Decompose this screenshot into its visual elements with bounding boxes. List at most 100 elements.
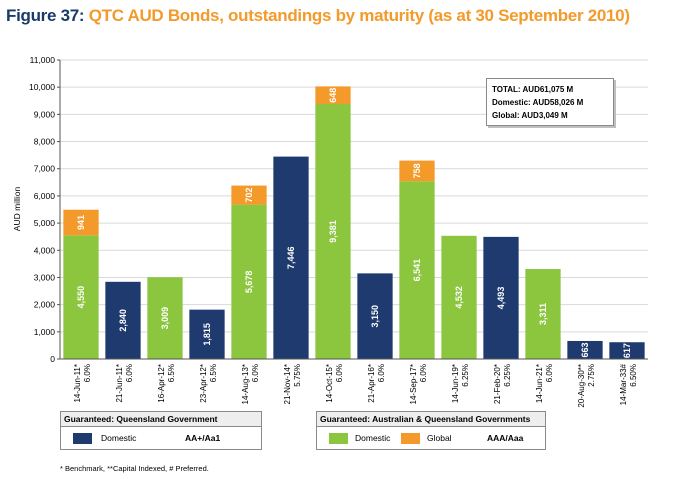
bar-domestic-label: 617 [622,343,632,358]
x-tick-label-date: 21-Jun-11* [115,364,124,403]
x-tick-label-coupon: 6.0% [251,364,260,382]
figure-title: Figure 37: QTC AUD Bonds, outstandings b… [6,6,630,26]
bar-domestic [441,235,477,359]
bar-domestic-label: 3,009 [160,307,170,330]
totals-domestic: Domestic: AUD58,026 M [492,98,584,107]
bar-domestic-label: 3,311 [538,303,548,325]
y-tick-label: 5,000 [34,218,56,228]
x-tick-label-date: 14-Aug-13* [241,364,250,404]
bar-global-label: 941 [76,215,86,230]
footnote: * Benchmark, **Capital Indexed, # Prefer… [60,464,209,473]
x-tick-label-date: 14-Jun-19* [451,364,460,403]
x-tick-label-coupon: 6.0% [545,364,554,382]
legend-rating-aus: AAA/Aaa [487,433,524,443]
bar-domestic-label: 6,541 [412,259,422,282]
legend-queensland: Guaranteed: Queensland Government Domest… [60,411,262,450]
x-tick-label-coupon: 6.0% [335,364,344,382]
bar-domestic [609,342,645,359]
bar-domestic [315,104,351,360]
y-tick-label: 7,000 [34,164,56,174]
totals-box: TOTAL: AUD61,075 M Domestic: AUD58,026 M… [486,78,614,126]
x-tick-label-date: 21-Feb-20* [493,364,502,404]
bar-domestic-label: 7,446 [286,247,296,270]
bar-global-label: 758 [412,163,422,178]
y-tick-label: 4,000 [34,245,56,255]
x-tick-label-date: 23-Apr-12* [199,364,208,403]
x-tick-label-date: 20-Aug-30** [577,364,586,408]
x-tick-label-date: 21-Apr-16* [367,364,376,403]
bar-domestic-label: 3,150 [370,305,380,328]
bar-domestic [357,273,393,359]
x-tick-label-coupon: 6.0% [125,364,134,382]
bar-domestic [567,340,603,359]
bar-domestic-label: 1,815 [202,323,212,346]
x-tick-label-coupon: 6.25% [461,364,470,387]
bar-global [231,185,267,205]
bar-domestic [63,235,99,359]
bar-domestic-label: 9,381 [328,220,338,243]
x-tick-label-coupon: 5.75% [293,364,302,387]
x-tick-label-date: 14-Jun-11* [73,364,82,403]
bar-domestic [273,156,309,359]
figure-heading: QTC AUD Bonds, outstandings by maturity … [88,6,630,25]
x-tick-label-coupon: 6.0% [377,364,386,382]
y-tick-label: 8,000 [34,137,56,147]
totals-global: Global: AUD3,049 M [492,111,568,120]
legend-australian: Guaranteed: Australian & Queensland Gove… [316,411,546,450]
legend-rating-qld: AA+/Aa1 [185,433,221,443]
x-tick-label-date: 14-Mar-33# [619,363,628,405]
bar-domestic-label: 4,532 [454,286,464,309]
x-tick-label-coupon: 6.0% [83,364,92,382]
x-tick-label-coupon: 6.25% [503,364,512,387]
bar-domestic [483,236,519,359]
bar-global [63,209,99,236]
y-tick-label: 6,000 [34,191,56,201]
bar-domestic [147,277,183,359]
legend-label-aus-domestic: Domestic [355,433,391,443]
bar-domestic [231,204,267,359]
bar-domestic-label: 4,550 [76,286,86,309]
y-tick-label: 11,000 [30,55,56,65]
bar-domestic [525,269,561,359]
y-tick-label: 2,000 [34,300,56,310]
x-tick-label-coupon: 6.0% [419,364,428,382]
bar-global [399,160,435,182]
y-axis-label: AUD million [12,187,22,232]
bar-global-label: 648 [328,88,338,103]
y-tick-labels: 0 1,000 2,000 3,000 4,000 5,000 6,000 7,000 8,00… [29,55,60,364]
legend-australian-header: Guaranteed: Australian & Queensland Gove… [317,412,545,427]
y-tick-label: 9,000 [34,109,56,119]
bar-global-label: 702 [244,188,254,203]
y-tick-label: 1,000 [34,327,56,337]
x-tick-label-coupon: 6.5% [209,364,218,382]
bars: 4,550 941 2,840 3,009 1,815 5,678 702 7,446 9,38… [63,86,645,360]
bar-domestic-label: 4,493 [496,287,506,310]
legend-label-aus-global: Global [427,433,452,443]
legend-swatch-qld-domestic [73,433,92,444]
x-tick-label-coupon: 6.5% [167,364,176,382]
y-tick-label: 10,000 [29,82,55,92]
legend-label-qld-domestic: Domestic [101,433,137,443]
y-tick-label: 3,000 [34,272,56,282]
x-tick-label-date: 14-Sep-17* [409,364,418,404]
bar-domestic-label: 663 [580,342,590,357]
bar-domestic-label: 5,678 [244,271,254,294]
x-tick-label-date: 16-Apr-12* [157,364,166,403]
figure-number: Figure 37: [6,6,85,25]
x-tick-label-date: 14-Oct-15* [325,364,334,403]
bar-global [315,86,351,105]
bar-domestic [105,281,141,359]
x-tick-labels: 14-Jun-11* 6.0% 21-Jun-11* 6.0% 16-Apr-12* 6.… [73,363,638,407]
legend-swatch-aus-global [401,433,420,444]
x-tick-label-coupon: 6.50% [629,364,638,387]
x-tick-label-date: 14-Jun-21* [535,364,544,403]
y-tick-label: 0 [50,354,55,364]
bar-domestic [189,309,225,359]
x-tick-label-coupon: 2.75% [587,364,596,387]
x-tick-label-date: 21-Nov-14* [283,364,292,404]
bar-domestic-label: 2,840 [118,309,128,332]
legend-queensland-header: Guaranteed: Queensland Government [61,412,261,427]
legend-swatch-aus-domestic [329,433,348,444]
bar-domestic [399,181,435,359]
